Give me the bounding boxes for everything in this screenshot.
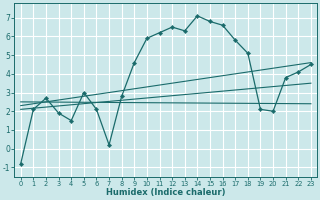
X-axis label: Humidex (Indice chaleur): Humidex (Indice chaleur) — [106, 188, 226, 197]
